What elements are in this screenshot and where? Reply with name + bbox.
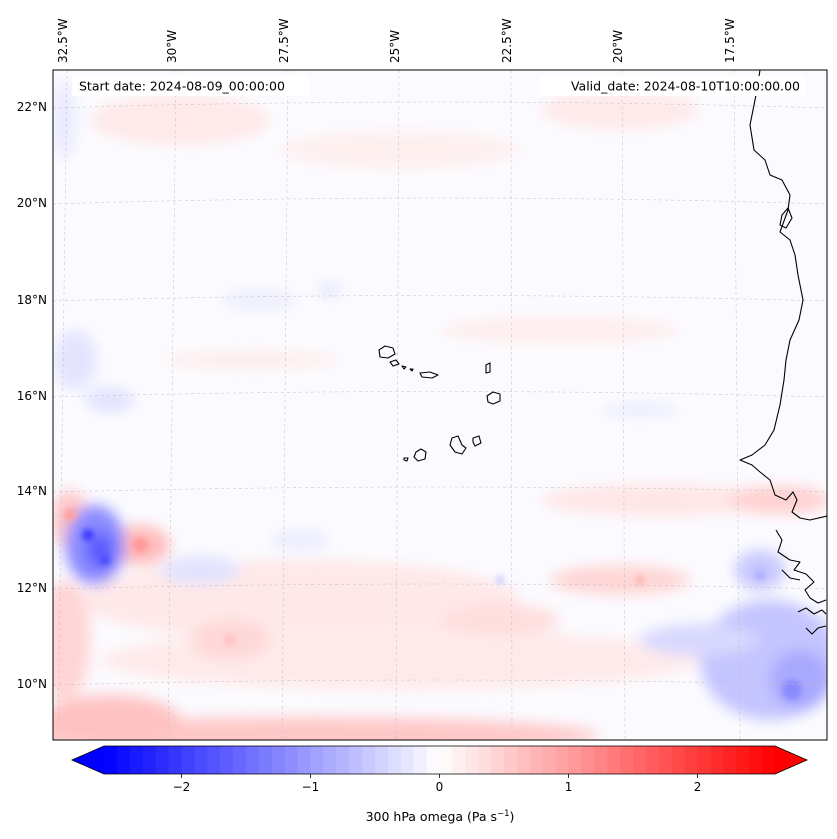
colorbar-segment [723, 746, 737, 774]
colorbar-segment [400, 746, 415, 774]
colorbar-segment [362, 746, 376, 774]
colorbar-segment [697, 746, 712, 774]
african-coastline [739, 70, 827, 521]
valid-date-label: Valid_date: 2024-08-10T10:00:00.00 [571, 79, 800, 94]
colorbar-segment [374, 746, 389, 774]
colorbar-segment [645, 746, 660, 774]
lon-label: 17.5°W [723, 18, 737, 63]
colorbar-segment [104, 746, 118, 774]
colorbar-tick-label: 2 [694, 780, 702, 794]
colorbar-tick-label: 1 [565, 780, 573, 794]
lon-label: 27.5°W [277, 18, 291, 63]
valid-date-box [540, 76, 806, 96]
colorbar-segment [116, 746, 131, 774]
gridlines [53, 70, 827, 740]
omega-field-detail [64, 509, 802, 700]
colorbar-segment [168, 746, 183, 774]
colorbar-tick-label: −2 [173, 780, 191, 794]
colorbar-segment [207, 746, 221, 774]
start-date-label: Start date: 2024-08-09_00:00:00 [79, 79, 285, 94]
lon-label: 22.5°W [500, 18, 514, 63]
colorbar-segment [762, 746, 776, 774]
colorbar: −2 −1 0 1 2 300 hPa omega (Pa s−1) [71, 745, 808, 824]
colorbar-segment [426, 746, 441, 774]
colorbar-segment [349, 746, 363, 774]
colorbar-segment [336, 746, 350, 774]
lat-label: 22°N [17, 100, 47, 114]
colorbar-segment [323, 746, 337, 774]
colorbar-segment [478, 746, 492, 774]
colorbar-segment [181, 746, 195, 774]
colorbar-segment [284, 746, 299, 774]
colorbar-segment [413, 746, 428, 774]
colorbar-segment [258, 746, 273, 774]
colorbar-label: 300 hPa omega (Pa s−1) [366, 809, 515, 824]
colorbar-segment [542, 746, 557, 774]
lon-label: 32.5°W [56, 18, 70, 63]
map-frame [52, 69, 828, 741]
longitude-labels: 32.5°W 30°W 27.5°W 25°W 22.5°W 20°W 17.5… [56, 18, 737, 63]
colorbar-tick-label: −1 [302, 780, 320, 794]
colorbar-segment [194, 746, 208, 774]
colorbar-max-extend [775, 746, 807, 774]
colorbar-segment [710, 746, 724, 774]
colorbar-segment [310, 746, 324, 774]
colorbar-tick-label: 0 [436, 780, 444, 794]
colorbar-segment [504, 746, 518, 774]
colorbar-segment [491, 746, 505, 774]
colorbar-segment [568, 746, 583, 774]
cape-verde-islands [378, 345, 501, 462]
colorbar-segment [620, 746, 634, 774]
start-date-box [72, 76, 310, 96]
colorbar-ticks: −2 −1 0 1 2 [173, 774, 702, 794]
colorbar-segment [297, 746, 312, 774]
lon-label: 20°W [611, 30, 625, 63]
colorbar-segment [749, 746, 763, 774]
colorbar-segment [607, 746, 621, 774]
colorbar-segment [671, 746, 686, 774]
colorbar-outline [71, 745, 808, 775]
colorbar-segment [439, 746, 453, 774]
colorbar-segment [633, 746, 647, 774]
colorbar-segment [387, 746, 402, 774]
lat-label: 18°N [17, 293, 47, 307]
colorbar-segment [465, 746, 479, 774]
lat-label: 10°N [17, 677, 47, 691]
lat-label: 16°N [17, 389, 47, 403]
lon-label: 30°W [165, 30, 179, 63]
lat-label: 12°N [17, 581, 47, 595]
colorbar-segment [529, 746, 544, 774]
colorbar-segments [104, 746, 776, 774]
colorbar-segment [245, 746, 260, 774]
colorbar-segment [129, 746, 144, 774]
colorbar-min-extend [72, 746, 104, 774]
colorbar-segment [658, 746, 673, 774]
omega-field [53, 80, 827, 740]
coastlines [739, 70, 827, 635]
colorbar-segment [142, 746, 157, 774]
lat-label: 20°N [17, 196, 47, 210]
colorbar-segment [555, 746, 570, 774]
colorbar-segment [516, 746, 531, 774]
latitude-labels: 22°N 20°N 18°N 16°N 14°N 12°N 10°N [17, 100, 47, 691]
colorbar-segment [594, 746, 608, 774]
colorbar-segment [581, 746, 595, 774]
colorbar-segment [155, 746, 170, 774]
lat-label: 14°N [17, 484, 47, 498]
colorbar-segment [233, 746, 247, 774]
colorbar-segment [452, 746, 466, 774]
colorbar-segment [271, 746, 286, 774]
map-area: Start date: 2024-08-09_00:00:00 Valid_da… [53, 70, 827, 740]
lon-label: 25°W [388, 30, 402, 63]
colorbar-segment [684, 746, 699, 774]
colorbar-segment [736, 746, 750, 774]
colorbar-segment [220, 746, 234, 774]
